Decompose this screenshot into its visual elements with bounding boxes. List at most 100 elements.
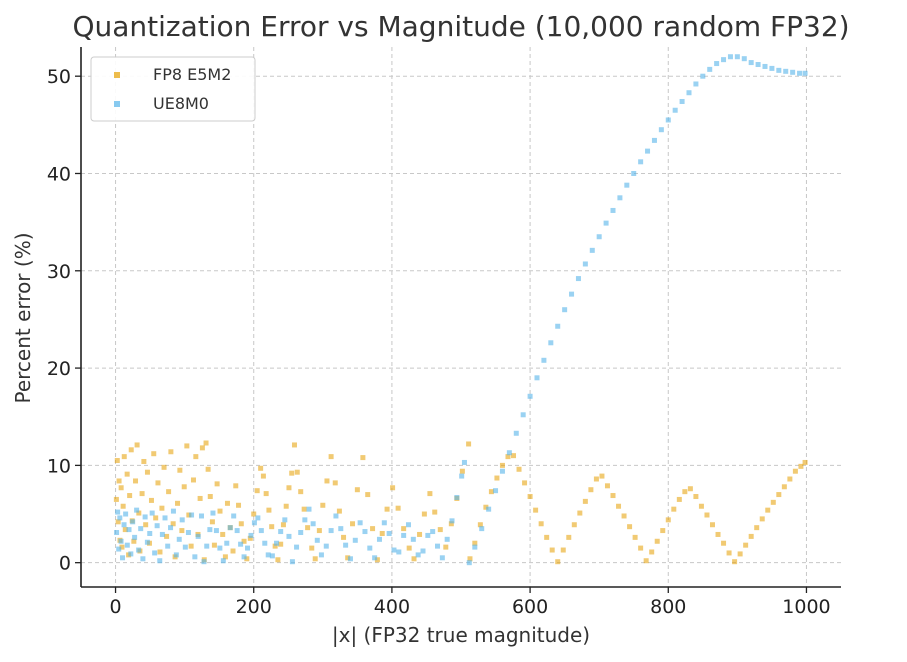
data-point [136, 547, 142, 553]
data-point [149, 510, 155, 516]
data-point [479, 526, 485, 532]
data-point [401, 532, 407, 538]
data-point [562, 307, 568, 313]
data-point [338, 526, 344, 532]
data-point [444, 536, 450, 542]
data-point [520, 412, 526, 418]
data-point [153, 515, 159, 521]
data-point [147, 530, 153, 536]
chart-title: Quantization Error vs Magnitude (10,000 … [72, 10, 849, 43]
data-point [152, 550, 158, 556]
data-point [513, 430, 519, 436]
data-point [437, 527, 443, 533]
data-point [244, 556, 250, 562]
data-point [765, 507, 771, 513]
data-point [660, 528, 666, 534]
data-point [638, 159, 644, 165]
data-point [555, 323, 561, 329]
data-point [707, 66, 713, 72]
data-point [323, 543, 329, 549]
data-point [430, 529, 436, 535]
data-point [213, 528, 219, 534]
data-point [390, 485, 396, 491]
data-point [224, 540, 230, 546]
data-point [165, 543, 171, 549]
y-tick-label: 30 [47, 261, 71, 283]
data-point [610, 493, 616, 499]
data-point [596, 234, 602, 240]
data-point [115, 519, 121, 525]
data-point [230, 548, 236, 554]
data-point [748, 533, 754, 539]
legend-label-ue8m0: UE8M0 [153, 94, 209, 113]
data-point [254, 488, 260, 494]
data-point [161, 464, 167, 470]
data-point [128, 447, 134, 453]
data-point [386, 530, 392, 536]
data-point [134, 507, 140, 513]
data-point [140, 556, 146, 562]
data-point [241, 554, 247, 560]
data-point [698, 503, 704, 509]
data-point [144, 469, 150, 475]
data-point [555, 559, 561, 565]
data-point [197, 495, 203, 501]
data-point [333, 513, 339, 519]
data-point [155, 480, 161, 486]
data-point [360, 455, 366, 461]
data-point [435, 543, 441, 549]
data-point [370, 526, 376, 532]
data-point [294, 544, 300, 550]
data-point [715, 531, 721, 537]
data-point [425, 532, 431, 538]
data-point [603, 220, 609, 226]
data-point [506, 450, 512, 456]
data-point [114, 530, 120, 536]
series-1 [114, 54, 808, 566]
data-point [139, 491, 145, 497]
data-point [272, 543, 278, 549]
data-point [119, 544, 125, 550]
data-point [198, 513, 204, 519]
data-point [133, 478, 139, 484]
data-point [238, 541, 244, 547]
data-point [275, 557, 281, 563]
data-point [350, 521, 356, 527]
data-point [260, 473, 266, 479]
data-point [238, 521, 244, 527]
data-point [123, 511, 129, 517]
data-point [549, 547, 555, 553]
data-point [255, 515, 261, 521]
data-point [781, 484, 787, 490]
data-point [527, 393, 533, 399]
data-point [448, 521, 454, 527]
data-point [116, 478, 122, 484]
data-point [466, 560, 472, 566]
data-point [318, 552, 324, 558]
data-point [142, 514, 148, 520]
data-point [721, 57, 727, 63]
data-point [776, 67, 782, 73]
data-point [247, 535, 253, 541]
data-series [113, 54, 808, 566]
data-point [381, 520, 387, 526]
data-point [157, 549, 163, 555]
data-point [233, 483, 239, 489]
x-tick-label: 600 [512, 596, 548, 618]
data-point [770, 499, 776, 505]
data-point [658, 127, 664, 133]
data-point [357, 520, 363, 526]
data-point [665, 117, 671, 123]
data-point [787, 476, 793, 482]
data-point [164, 533, 170, 539]
data-point [734, 54, 740, 60]
data-point [115, 509, 121, 515]
tick-labels: 0 200 400 600 800 1000 0 10 20 30 40 50 [47, 66, 831, 618]
data-point [714, 61, 720, 67]
grid [81, 47, 841, 587]
data-point [312, 556, 318, 562]
data-point [748, 60, 754, 66]
data-point [283, 503, 289, 509]
data-point [289, 559, 295, 565]
data-point [309, 545, 315, 551]
